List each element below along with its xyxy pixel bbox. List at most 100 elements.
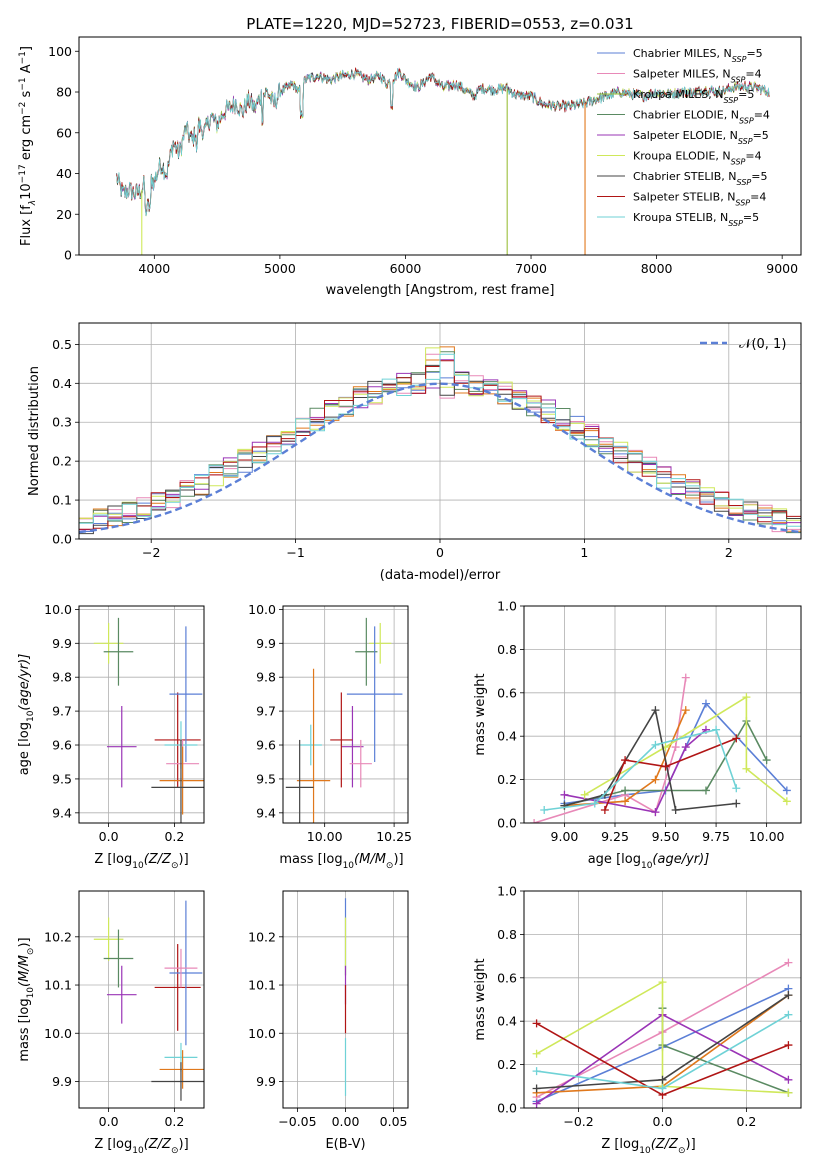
spectrum-legend-label-3: Chabrier ELODIE, NSSP=4: [633, 109, 770, 126]
mass-vs-Z-ylabel-part: (M/M: [17, 955, 32, 987]
spectrum-ylabel-part: ]: [19, 46, 34, 51]
mass-vs-Z-ylabel-part: mass [log: [17, 998, 32, 1061]
weight-vs-age-series-0: [564, 702, 788, 805]
residuals-ytick-label: 0.3: [52, 415, 72, 430]
mass-vs-Z-xlabel-part: Z [log: [94, 1137, 132, 1152]
weight-vs-Z-ytick-label: 0.6: [497, 970, 517, 985]
weight-vs-age-series-1-marker: [530, 819, 539, 823]
age-vs-mass-ytick-label: 9.4: [256, 805, 276, 820]
weight-vs-Z-xlabel-part: )]: [686, 1137, 696, 1152]
age-vs-Z-ylabel: age [log10(age/yr)]: [17, 654, 36, 776]
spectrum-legend-label-5: Kroupa ELODIE, NSSP=4: [633, 150, 762, 167]
weight-vs-age-ytick-label: 0.6: [497, 685, 517, 700]
age-vs-Z-xlabel: Z [log10(Z/Z⊙)]: [94, 852, 188, 871]
spectrum-ylabel-part: −1: [18, 51, 28, 64]
mass-vs-Z-ylabel-part: ⊙: [26, 948, 36, 956]
age-vs-Z-ylabel-part: age [log: [17, 722, 32, 775]
weight-vs-Z-xlabel-part: Z [log: [601, 1137, 639, 1152]
weight-vs-age-series-5-marker: [782, 797, 791, 806]
spectrum-ylabel-part: −1: [18, 77, 28, 90]
age-vs-Z-frame: [78, 605, 205, 824]
weight-vs-Z-plot-area: [524, 891, 801, 1108]
legend-sub: SSP: [737, 178, 752, 187]
legend-sub: SSP: [723, 96, 738, 105]
weight-vs-Z-series-5: [536, 980, 789, 1094]
weight-vs-Z-series-4-marker: [532, 1099, 541, 1108]
weight-vs-age-xtick-label: 10.00: [749, 829, 785, 844]
residuals-legend-label: 𝒩(0, 1): [739, 337, 786, 352]
weight-vs-age-series-3-marker: [762, 756, 771, 765]
mass-vs-EBV-plot-area: [283, 891, 408, 1108]
mass-vs-EBV-xtick-label: −0.05: [278, 1114, 316, 1129]
age-vs-Z-ytick-label: 9.5: [52, 771, 72, 786]
spectrum-ylabel-part: Flux [f: [19, 205, 34, 246]
mass-vs-Z-xlabel: Z [log10(Z/Z⊙)]: [94, 1137, 188, 1156]
spectrum-ylabel-part: −17: [18, 164, 28, 183]
spectrum-ytick-label: 0: [64, 248, 72, 263]
spectrum-axes: 4000 5000 6000 7000 8000 9000 0 20 40 60 80 100 PLAT…: [18, 15, 802, 298]
age-vs-Z-plot-area: [79, 606, 204, 823]
mass-vs-Z-ytick-label: 9.9: [52, 1074, 72, 1089]
weight-vs-age-series-5-marker: [742, 764, 751, 773]
weight-vs-Z-series-5-marker: [784, 1088, 793, 1097]
weight-vs-age-series-8-marker: [590, 799, 599, 808]
residuals-plot-area: [79, 323, 801, 539]
mass-vs-Z-xtick-label: 0.0: [99, 1114, 119, 1129]
legend-suffix: =5: [746, 47, 762, 60]
age-vs-Z-axes: 0.0 0.29.49.59.69.79.89.910.0Z [log10(Z/Z…: [17, 602, 205, 871]
spectrum-ylabel-part: λ: [28, 200, 38, 206]
age-vs-Z-ytick-label: 9.9: [52, 636, 72, 651]
residuals-ylabel: Normed distribution: [27, 366, 42, 496]
legend-name: Kroupa STELIB, N: [633, 211, 728, 224]
spectrum-series-8: [116, 67, 770, 216]
legend-name: Kroupa ELODIE, N: [633, 150, 731, 163]
weight-vs-age-series-2-marker: [681, 706, 690, 715]
spectrum-ylabel-part: s: [19, 90, 34, 101]
weight-vs-Z-series-7-marker: [784, 1041, 793, 1050]
legend-sub: SSP: [739, 116, 754, 125]
weight-vs-Z-axes: −0.2 0.0 0.2 0.0 0.2 0.4 0.6 0.8 1.0 mass weight Z…: [473, 884, 802, 1156]
spectrum-legend-label-6: Chabrier STELIB, NSSP=5: [633, 170, 767, 187]
mass-vs-Z-xlabel-part: ⊙: [171, 1146, 179, 1156]
weight-vs-age-ytick-label: 0.4: [497, 729, 517, 744]
residuals-ytick-label: 0.4: [52, 376, 72, 391]
weight-vs-age-xtick-label: 9.00: [551, 829, 579, 844]
weight-vs-age-series-6-marker: [560, 801, 569, 810]
spectrum-ylabel-part: A: [19, 64, 34, 77]
age-vs-mass-ytick-label: 9.7: [256, 704, 276, 719]
age-vs-Z-xtick-label: 0.2: [164, 829, 184, 844]
weight-vs-Z-series-6-marker: [784, 991, 793, 1000]
spectrum-legend-label-0: Chabrier MILES, NSSP=5: [633, 47, 763, 64]
residuals-xtick-label: −1: [286, 545, 304, 560]
spectrum-ylabel-part: −2: [18, 102, 28, 115]
age-vs-mass-xtick-label: 10.00: [307, 829, 343, 844]
spectrum-title: PLATE=1220, MJD=52723, FIBERID=0553, z=0…: [246, 15, 633, 33]
weight-vs-Z-series-8-marker: [658, 1084, 667, 1093]
weight-vs-age-series-0-marker: [782, 786, 791, 795]
legend-name: Salpeter ELODIE, N: [633, 129, 738, 142]
weight-vs-Z-series-6-marker: [532, 1084, 541, 1093]
mass-vs-Z-xtick-label: 0.2: [164, 1114, 184, 1129]
mass-vs-Z-ytick-label: 10.1: [44, 978, 72, 993]
weight-vs-age-series-5-marker: [580, 790, 589, 799]
age-vs-mass-ytick-label: 9.6: [256, 738, 276, 753]
age-vs-Z-ylabel-part: (age/yr)]: [17, 654, 32, 711]
spectrum-xlabel: wavelength [Angstrom, rest frame]: [326, 283, 555, 298]
weight-vs-age-ytick-label: 1.0: [497, 599, 517, 614]
age-vs-mass-xlabel-part: (M/M: [354, 852, 386, 867]
legend-sub: SSP: [728, 219, 743, 228]
mass-vs-EBV-ytick-label: 10.0: [248, 1026, 276, 1041]
weight-vs-Z-series-5-marker: [532, 1049, 541, 1058]
weight-vs-age-series-6-marker: [732, 799, 741, 808]
weight-vs-age-ytick-label: 0.8: [497, 642, 517, 657]
spectrum-ylabel-part: erg cm: [19, 115, 34, 164]
legend-sub: SSP: [735, 198, 750, 207]
weight-vs-age-xtick-label: 9.50: [652, 829, 680, 844]
residuals-ytick-label: 0.5: [52, 337, 72, 352]
spectrum-xtick-label: 7000: [515, 261, 547, 276]
mass-vs-EBV-ytick-label: 10.1: [248, 978, 276, 993]
legend-sub: SSP: [738, 137, 753, 146]
age-vs-mass-frame: [282, 605, 409, 824]
age-vs-Z-ylabel-part: 10: [26, 710, 36, 722]
legend-suffix: =4: [754, 109, 770, 122]
